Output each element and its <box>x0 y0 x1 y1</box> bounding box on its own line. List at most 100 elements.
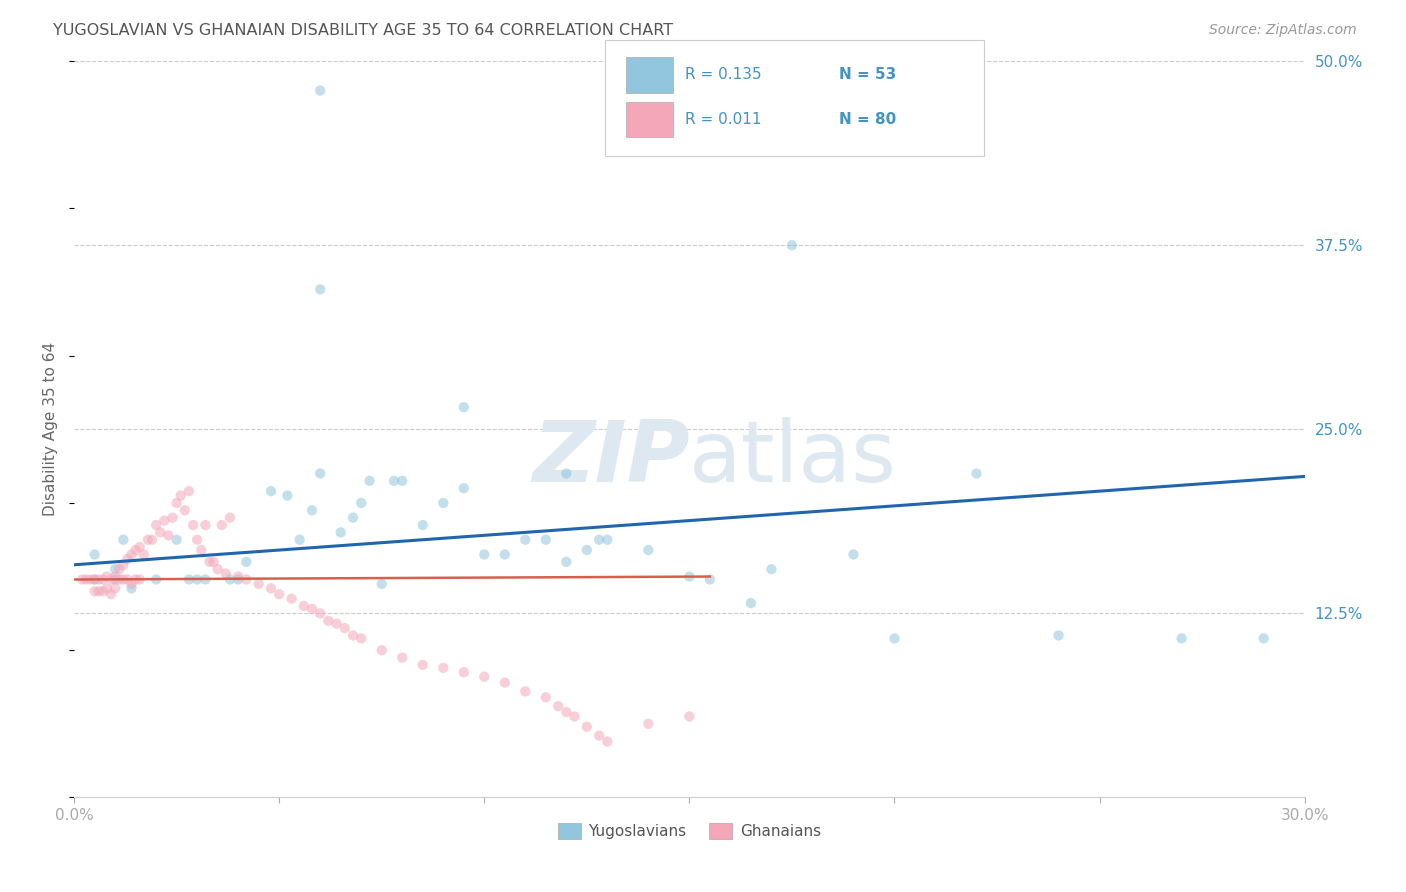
Point <box>596 734 619 748</box>
Point <box>333 621 356 635</box>
Point <box>162 510 184 524</box>
Point <box>575 720 598 734</box>
Point <box>555 467 578 481</box>
Point <box>588 729 610 743</box>
Point <box>555 555 578 569</box>
Point <box>740 596 762 610</box>
Point <box>75 573 97 587</box>
Point <box>215 566 238 581</box>
Point <box>564 709 586 723</box>
Point <box>83 573 105 587</box>
Point <box>141 533 163 547</box>
Point <box>288 533 311 547</box>
Point <box>432 496 454 510</box>
Point <box>318 614 340 628</box>
Point <box>186 533 208 547</box>
Point <box>177 484 200 499</box>
Y-axis label: Disability Age 35 to 64: Disability Age 35 to 64 <box>44 343 58 516</box>
Text: atlas: atlas <box>689 417 897 500</box>
Point <box>325 616 347 631</box>
Text: ZIP: ZIP <box>531 417 689 500</box>
Point <box>100 573 122 587</box>
Point <box>153 514 176 528</box>
Point <box>453 401 475 415</box>
Text: R = 0.011: R = 0.011 <box>685 112 761 127</box>
Point <box>391 650 413 665</box>
Point <box>149 525 172 540</box>
Point <box>432 661 454 675</box>
Point <box>128 540 150 554</box>
Point <box>145 573 167 587</box>
Point <box>136 533 159 547</box>
Point <box>104 573 127 587</box>
Point <box>219 510 242 524</box>
Point <box>453 665 475 680</box>
Point <box>276 489 298 503</box>
Point <box>198 555 221 569</box>
Point <box>72 573 94 587</box>
Point <box>678 709 700 723</box>
Point <box>117 552 139 566</box>
Point <box>780 238 803 252</box>
Point <box>472 548 495 562</box>
Point <box>226 569 249 583</box>
Point <box>637 543 659 558</box>
Point <box>555 705 578 719</box>
Point <box>96 582 118 596</box>
Point <box>83 548 105 562</box>
Point <box>842 548 865 562</box>
Point <box>194 573 217 587</box>
Point <box>128 573 150 587</box>
Point <box>83 584 105 599</box>
Point <box>108 562 131 576</box>
Point <box>412 657 434 672</box>
Point <box>83 573 105 587</box>
Point <box>79 573 101 587</box>
Point <box>547 699 569 714</box>
Point <box>235 573 257 587</box>
Text: YUGOSLAVIAN VS GHANAIAN DISABILITY AGE 35 TO 64 CORRELATION CHART: YUGOSLAVIAN VS GHANAIAN DISABILITY AGE 3… <box>53 23 673 38</box>
Point <box>494 548 516 562</box>
Point <box>207 562 229 576</box>
Point <box>145 518 167 533</box>
Point <box>371 643 394 657</box>
Point <box>235 555 257 569</box>
Point <box>301 602 323 616</box>
Point <box>87 584 110 599</box>
Point <box>87 573 110 587</box>
Point <box>453 481 475 495</box>
Point <box>359 474 381 488</box>
Point <box>226 573 249 587</box>
Point <box>350 632 373 646</box>
Point <box>309 467 332 481</box>
Legend: Yugoslavians, Ghanaians: Yugoslavians, Ghanaians <box>551 817 827 845</box>
Point <box>173 503 195 517</box>
Point <box>309 84 332 98</box>
Point <box>100 587 122 601</box>
Point <box>117 573 139 587</box>
Point <box>269 587 291 601</box>
Point <box>121 582 143 596</box>
Point <box>104 562 127 576</box>
Point <box>1047 628 1070 642</box>
Point <box>91 584 114 599</box>
Point <box>104 569 127 583</box>
Point <box>588 533 610 547</box>
Point <box>121 577 143 591</box>
Point <box>371 577 394 591</box>
Point <box>412 518 434 533</box>
Text: N = 53: N = 53 <box>839 68 897 82</box>
Point <box>534 690 557 705</box>
Point <box>292 599 315 613</box>
Point <box>124 573 146 587</box>
Point <box>157 528 180 542</box>
Point <box>1170 632 1192 646</box>
Point <box>112 558 135 572</box>
Point <box>678 569 700 583</box>
Point <box>515 533 537 547</box>
Point <box>494 675 516 690</box>
Point <box>186 573 208 587</box>
Point <box>596 533 619 547</box>
Point <box>534 533 557 547</box>
Text: N = 80: N = 80 <box>839 112 897 127</box>
